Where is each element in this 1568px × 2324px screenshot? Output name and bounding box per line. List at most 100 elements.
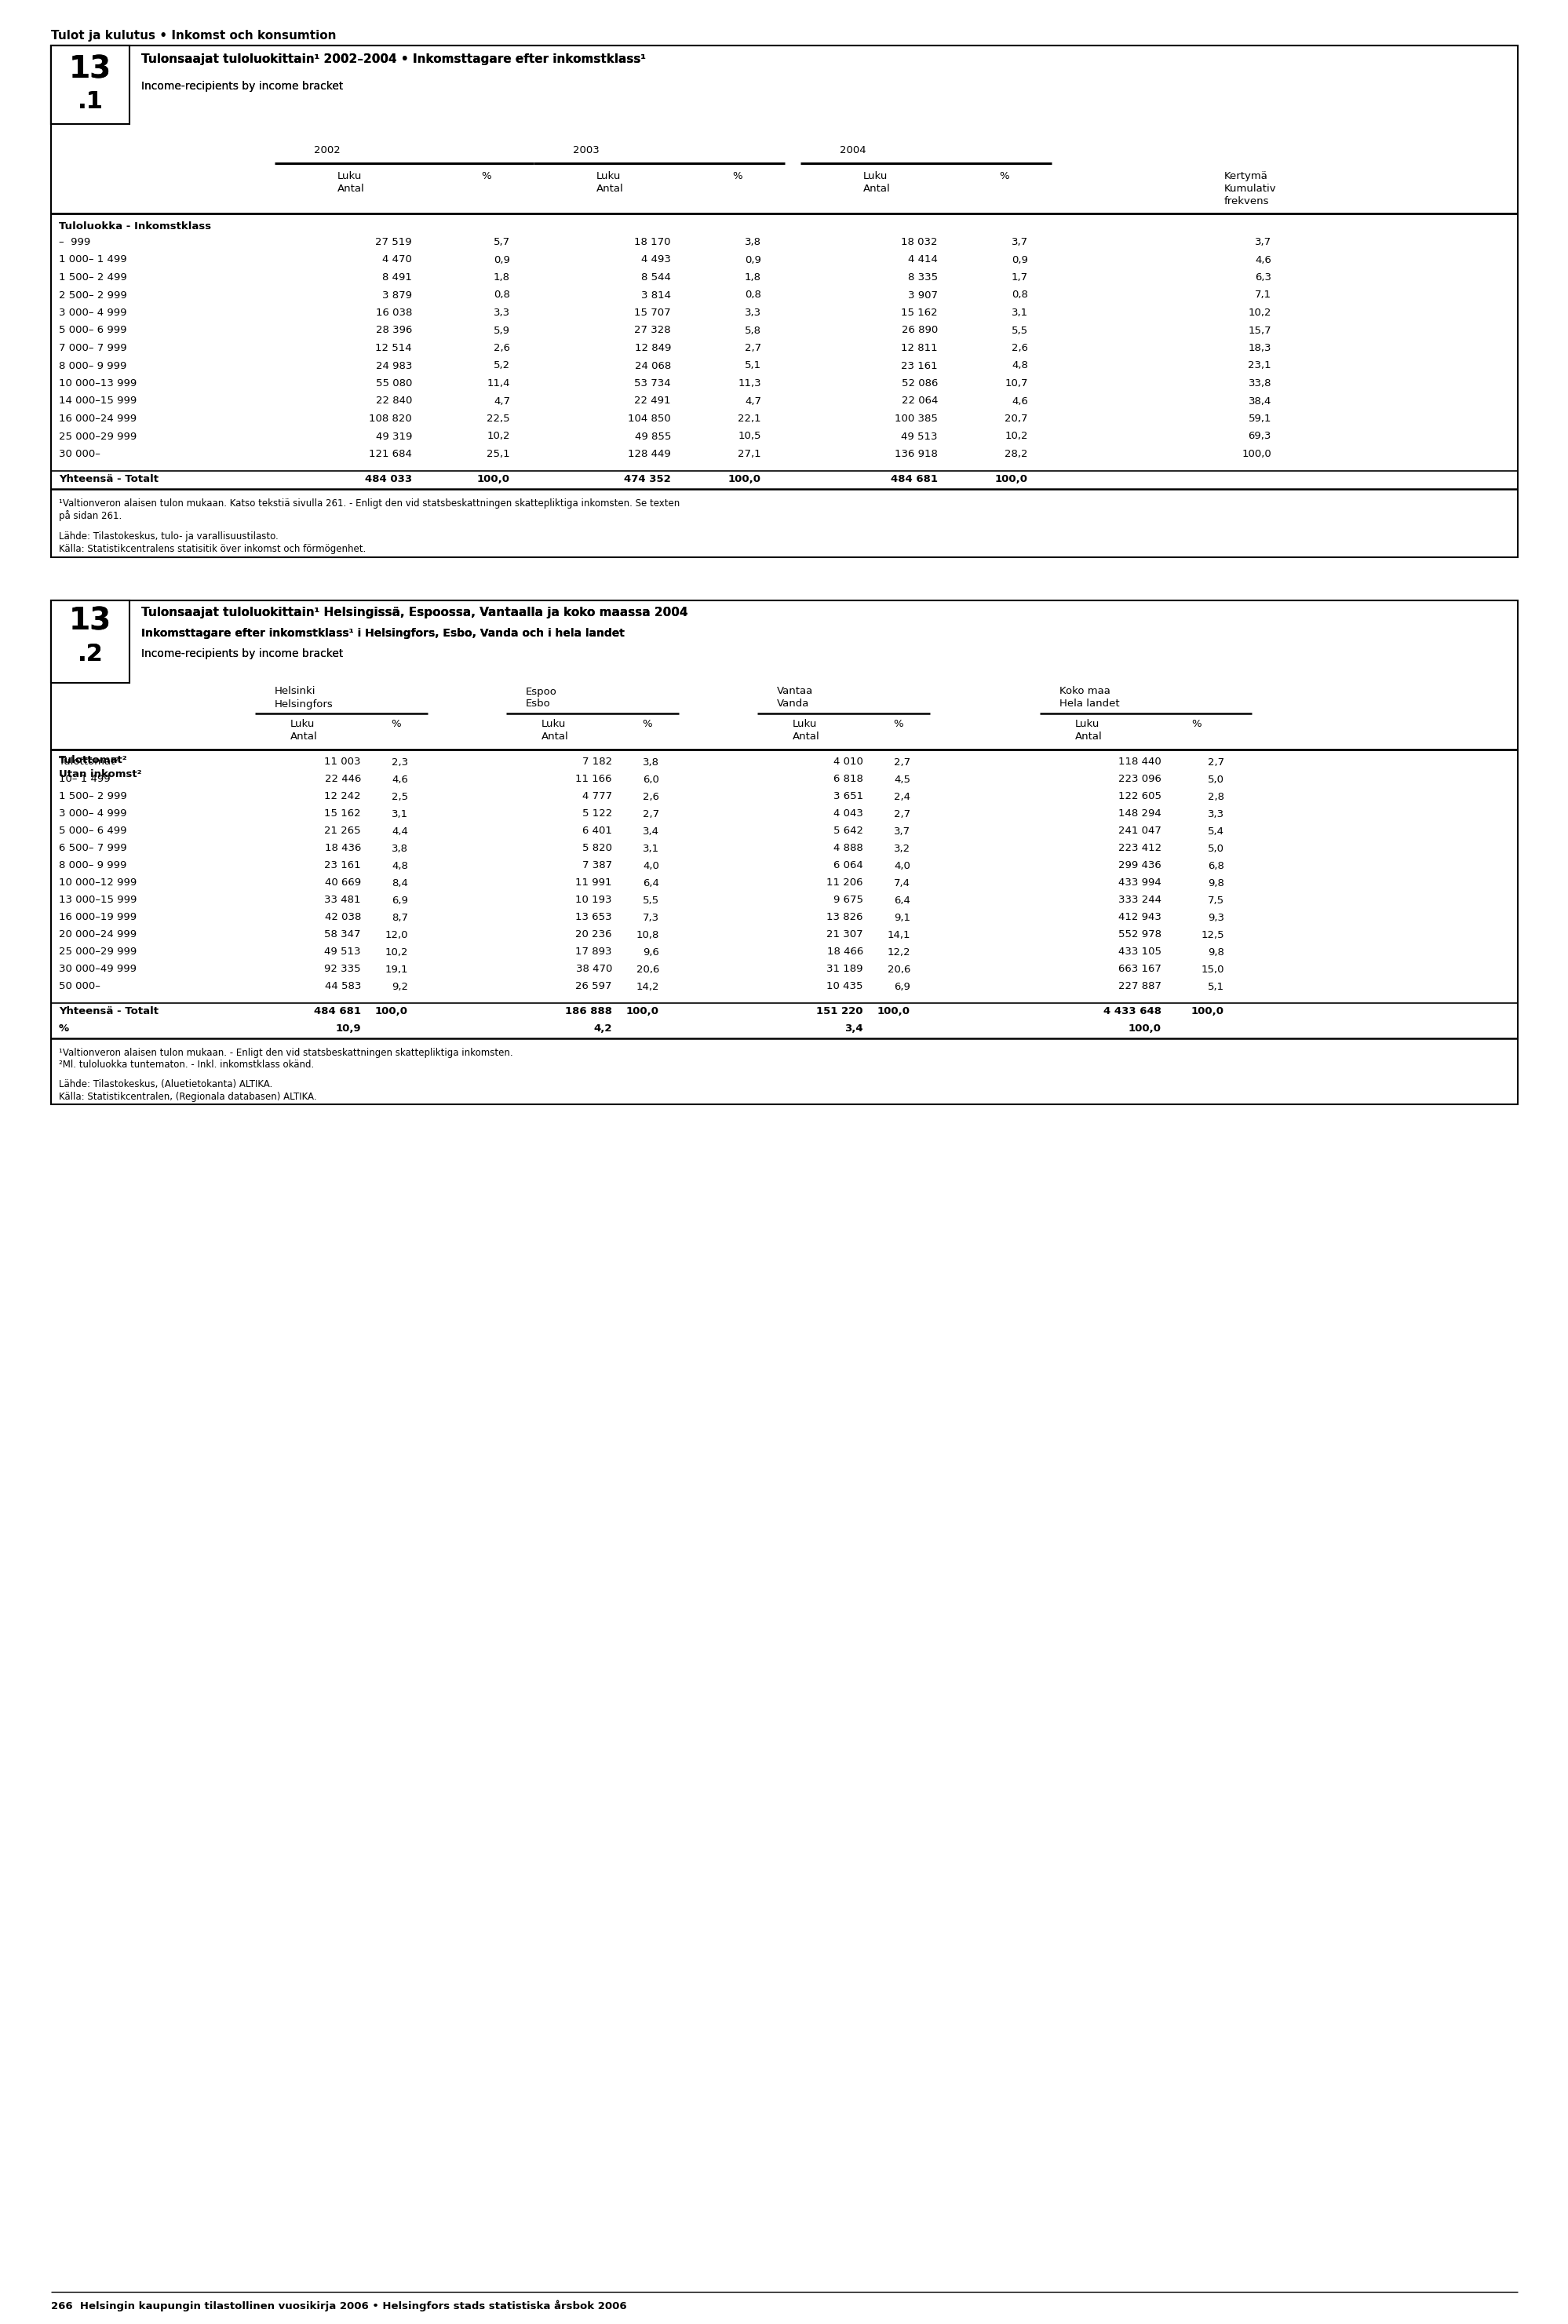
- Text: .1: .1: [77, 91, 103, 114]
- Text: 8,4: 8,4: [392, 878, 408, 888]
- Text: 38 470: 38 470: [575, 964, 612, 974]
- Text: 100,0: 100,0: [626, 1006, 659, 1018]
- Text: 433 105: 433 105: [1118, 946, 1160, 957]
- Text: 21 307: 21 307: [826, 930, 862, 939]
- Text: 136 918: 136 918: [894, 449, 938, 460]
- Text: 11 991: 11 991: [575, 878, 612, 888]
- Text: 11,4: 11,4: [486, 379, 510, 388]
- Text: 186 888: 186 888: [564, 1006, 612, 1018]
- Text: 4,8: 4,8: [392, 860, 408, 872]
- Text: 42 038: 42 038: [325, 913, 361, 923]
- Text: 1 000– 1 499: 1 000– 1 499: [60, 256, 127, 265]
- Text: 22 491: 22 491: [633, 395, 671, 407]
- Text: 433 994: 433 994: [1118, 878, 1160, 888]
- Text: 5 000– 6 499: 5 000– 6 499: [60, 825, 127, 837]
- Text: Luku: Luku: [792, 720, 817, 730]
- Text: 5,0: 5,0: [1207, 774, 1223, 786]
- Text: 15,7: 15,7: [1248, 325, 1270, 335]
- Text: 1,8: 1,8: [494, 272, 510, 284]
- Text: frekvens: frekvens: [1223, 195, 1269, 207]
- Text: .1: .1: [77, 91, 103, 114]
- Text: Antal: Antal: [290, 732, 317, 741]
- Text: 23 161: 23 161: [325, 860, 361, 872]
- Text: Källa: Statistikcentralens statisitik över inkomst och förmögenhet.: Källa: Statistikcentralens statisitik öv…: [60, 544, 365, 553]
- Text: 30 000–49 999: 30 000–49 999: [60, 964, 136, 974]
- Text: 19,1: 19,1: [384, 964, 408, 974]
- Text: 2,6: 2,6: [494, 344, 510, 353]
- Text: 7,3: 7,3: [643, 913, 659, 923]
- Text: 18 466: 18 466: [826, 946, 862, 957]
- Text: 4,7: 4,7: [745, 395, 760, 407]
- Text: 9,6: 9,6: [643, 946, 659, 957]
- Text: Helsingfors: Helsingfors: [274, 700, 332, 709]
- Text: 18,3: 18,3: [1248, 344, 1270, 353]
- Text: 484 033: 484 033: [365, 474, 412, 486]
- Text: Antal: Antal: [541, 732, 569, 741]
- Text: 299 436: 299 436: [1118, 860, 1160, 872]
- Text: 49 513: 49 513: [325, 946, 361, 957]
- Text: 18 170: 18 170: [633, 237, 671, 246]
- Text: Yhteensä - Totalt: Yhteensä - Totalt: [60, 474, 158, 486]
- Text: 3,8: 3,8: [745, 237, 760, 246]
- Text: 20 236: 20 236: [575, 930, 612, 939]
- Text: 663 167: 663 167: [1118, 964, 1160, 974]
- Text: 2,4: 2,4: [894, 792, 909, 802]
- Text: 9,2: 9,2: [392, 981, 408, 992]
- Text: 128 449: 128 449: [627, 449, 671, 460]
- Text: 25 000–29 999: 25 000–29 999: [60, 946, 136, 957]
- Text: 333 244: 333 244: [1118, 895, 1160, 906]
- Text: 100,0: 100,0: [877, 1006, 909, 1018]
- Text: 3,7: 3,7: [894, 825, 909, 837]
- Text: 13 826: 13 826: [826, 913, 862, 923]
- Text: 2 500– 2 999: 2 500– 2 999: [60, 290, 127, 300]
- Text: 10,2: 10,2: [1248, 307, 1270, 318]
- Text: 122 605: 122 605: [1118, 792, 1160, 802]
- Text: 5,7: 5,7: [494, 237, 510, 246]
- Text: Helsinki: Helsinki: [274, 686, 315, 697]
- Text: 412 943: 412 943: [1118, 913, 1160, 923]
- Text: 10,2: 10,2: [384, 946, 408, 957]
- Text: 9,3: 9,3: [1207, 913, 1223, 923]
- Text: 484 681: 484 681: [314, 1006, 361, 1018]
- Text: 5 642: 5 642: [833, 825, 862, 837]
- Text: Tulot ja kulutus • Inkomst och konsumtion: Tulot ja kulutus • Inkomst och konsumtio…: [52, 30, 336, 42]
- Text: 1,8: 1,8: [745, 272, 760, 284]
- Text: Antal: Antal: [596, 184, 624, 193]
- Text: 7 000– 7 999: 7 000– 7 999: [60, 344, 127, 353]
- Text: 484 681: 484 681: [891, 474, 938, 486]
- Text: %: %: [643, 720, 652, 730]
- Text: 3,8: 3,8: [643, 758, 659, 767]
- Text: 6,0: 6,0: [643, 774, 659, 786]
- Text: 27 328: 27 328: [633, 325, 671, 335]
- Text: Luku: Luku: [337, 172, 362, 181]
- Text: 3,3: 3,3: [745, 307, 760, 318]
- Text: 100,0: 100,0: [994, 474, 1027, 486]
- Text: Källa: Statistikcentralen, (Regionala databasen) ALTIKA.: Källa: Statistikcentralen, (Regionala da…: [60, 1092, 317, 1102]
- Text: 8 491: 8 491: [383, 272, 412, 284]
- Text: 108 820: 108 820: [368, 414, 412, 423]
- Text: –  999: – 999: [60, 237, 91, 246]
- Text: 0,8: 0,8: [494, 290, 510, 300]
- Text: %: %: [999, 172, 1008, 181]
- Text: 0,9: 0,9: [494, 256, 510, 265]
- Text: 10 000–13 999: 10 000–13 999: [60, 379, 136, 388]
- Text: 100,0: 100,0: [1127, 1025, 1160, 1034]
- Text: 104 850: 104 850: [627, 414, 671, 423]
- Text: 6,3: 6,3: [1254, 272, 1270, 284]
- Text: 10– 1 499: 10– 1 499: [60, 774, 110, 786]
- Text: 17 893: 17 893: [575, 946, 612, 957]
- Text: 92 335: 92 335: [325, 964, 361, 974]
- Text: 4 493: 4 493: [641, 256, 671, 265]
- Text: 26 890: 26 890: [902, 325, 938, 335]
- Text: 12,2: 12,2: [886, 946, 909, 957]
- Text: 4 010: 4 010: [833, 758, 862, 767]
- Text: Vantaa: Vantaa: [776, 686, 812, 697]
- Text: ¹Valtionveron alaisen tulon mukaan. - Enligt den vid statsbeskattningen skattepl: ¹Valtionveron alaisen tulon mukaan. - En…: [60, 1048, 513, 1057]
- Text: 3,7: 3,7: [1011, 237, 1027, 246]
- Text: 10,5: 10,5: [737, 432, 760, 442]
- Text: 4 470: 4 470: [383, 256, 412, 265]
- Text: 151 220: 151 220: [817, 1006, 862, 1018]
- Text: 3,3: 3,3: [1207, 809, 1223, 818]
- Text: Tulonsaajat tuloluokittain¹ 2002–2004 • Inkomsttagare efter inkomstklass¹: Tulonsaajat tuloluokittain¹ 2002–2004 • …: [141, 53, 646, 65]
- Text: 2,7: 2,7: [745, 344, 760, 353]
